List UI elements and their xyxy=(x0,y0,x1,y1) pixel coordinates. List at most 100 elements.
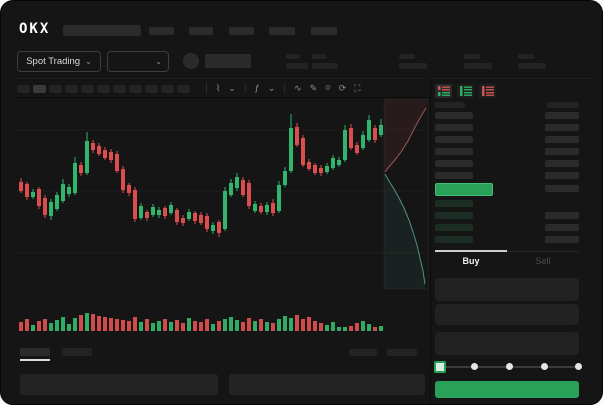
bid-amount-row xyxy=(545,212,579,219)
timeframe-chip-8[interactable] xyxy=(129,85,142,93)
timeframe-chip-4[interactable] xyxy=(65,85,78,93)
buy-tab[interactable]: Buy xyxy=(462,256,480,266)
stat-label-4 xyxy=(464,54,480,59)
stat-label-2 xyxy=(312,54,326,59)
timeframe-chip-7[interactable] xyxy=(113,85,126,93)
active-tab-underline xyxy=(20,359,50,361)
market-type-selector[interactable]: Spot Trading ⌄ xyxy=(17,51,101,72)
slider-handle-0pct[interactable] xyxy=(434,361,446,373)
candle-style-icon[interactable]: ⌇ xyxy=(215,83,221,93)
chevron-down-icon: ⌄ xyxy=(155,56,162,66)
ask-price-row[interactable] xyxy=(435,148,473,155)
panel-divider xyxy=(430,78,431,404)
bottom-action-1[interactable] xyxy=(349,349,377,356)
ask-price-row[interactable] xyxy=(435,160,473,167)
ask-amount-row xyxy=(545,136,579,143)
bid-price-row[interactable] xyxy=(435,236,473,243)
chart-tools: | ⌇ ⌄ | ƒ ⌄ | ∿ ✎ ⌾ ⟳ ⛶ xyxy=(205,83,360,94)
bid-price-row[interactable] xyxy=(435,200,473,207)
ask-price-row[interactable] xyxy=(435,124,473,131)
asks-only-icon xyxy=(481,86,494,96)
ask-price-row[interactable] xyxy=(435,136,473,143)
bids-only-icon xyxy=(459,86,472,96)
timeframe-chip-9[interactable] xyxy=(145,85,158,93)
amount-input[interactable] xyxy=(435,304,579,325)
stat-value-1 xyxy=(286,63,308,69)
chevron-down-icon: ⌄ xyxy=(85,56,92,66)
sell-tab[interactable]: Sell xyxy=(535,256,551,266)
buy-submit-button[interactable] xyxy=(435,381,579,398)
draw-tool-icon[interactable]: ✎ xyxy=(309,83,318,93)
history-icon[interactable]: ⟳ xyxy=(338,83,347,93)
timeframe-chip-10[interactable] xyxy=(161,85,174,93)
okx-logo: OKX xyxy=(19,21,51,37)
last-price-block[interactable] xyxy=(435,183,493,196)
last-price-placeholder xyxy=(205,54,251,68)
slider-stop-100pct[interactable] xyxy=(575,363,582,370)
stat-label-1 xyxy=(286,54,300,59)
timeframe-chip-1[interactable] xyxy=(17,85,30,93)
stat-label-5 xyxy=(518,54,534,59)
price-input[interactable] xyxy=(435,278,579,301)
chevron-down-icon[interactable]: ⌄ xyxy=(228,83,236,93)
bottom-action-2[interactable] xyxy=(387,349,417,356)
ask-amount-row xyxy=(545,124,579,131)
ob-header-price xyxy=(435,102,465,108)
timeframe-chip-5[interactable] xyxy=(81,85,94,93)
bid-price-row[interactable] xyxy=(435,212,473,219)
ask-amount-row xyxy=(545,148,579,155)
history-panel-placeholder xyxy=(229,374,425,395)
tabs-divider xyxy=(435,251,579,252)
slider-stop-25pct[interactable] xyxy=(471,363,478,370)
chevron-down-icon[interactable]: ⌄ xyxy=(267,83,276,93)
stat-value-4 xyxy=(464,63,492,69)
stat-value-5 xyxy=(518,63,546,69)
nav-item-4[interactable] xyxy=(269,27,295,35)
toolbar-divider xyxy=(13,97,430,98)
nav-item-2[interactable] xyxy=(189,27,213,35)
nav-item-1[interactable] xyxy=(149,27,174,35)
timeframe-chip-6[interactable] xyxy=(97,85,110,93)
slider-stop-50pct[interactable] xyxy=(506,363,513,370)
ask-price-row[interactable] xyxy=(435,112,473,119)
ask-amount-row xyxy=(545,160,579,167)
bottom-tab-1-active[interactable] xyxy=(20,348,50,356)
camera-icon[interactable]: ⌾ xyxy=(325,83,331,93)
nav-item-3[interactable] xyxy=(229,27,254,35)
toolbar-separator: | xyxy=(205,82,208,94)
bid-amount-row xyxy=(545,224,579,231)
ob-header-amount xyxy=(547,102,579,108)
bottom-tab-2[interactable] xyxy=(62,348,92,356)
timeframe-chip-11[interactable] xyxy=(177,85,190,93)
combined-book-icon xyxy=(437,86,450,96)
ask-amount-row xyxy=(545,172,579,179)
order-book-view-asks-only[interactable] xyxy=(479,84,496,98)
ask-amount-row xyxy=(545,112,579,119)
ask-price-row[interactable] xyxy=(435,172,473,179)
header-divider xyxy=(13,78,592,79)
fullscreen-icon[interactable]: ⛶ xyxy=(354,83,361,93)
curve-tool-icon[interactable]: ∿ xyxy=(294,83,302,93)
order-book-view-bids-only[interactable] xyxy=(457,84,474,98)
timeframe-chip-3[interactable] xyxy=(49,85,62,93)
last-price-amount xyxy=(545,185,579,192)
stat-label-3 xyxy=(399,54,415,59)
total-input[interactable] xyxy=(435,332,579,355)
search-input[interactable] xyxy=(63,25,141,36)
bid-amount-row xyxy=(545,236,579,243)
toolbar-separator: | xyxy=(283,82,287,94)
coin-icon xyxy=(183,53,199,69)
bid-price-row[interactable] xyxy=(435,224,473,231)
slider-stop-75pct[interactable] xyxy=(541,363,548,370)
stat-value-3 xyxy=(399,63,427,69)
pair-selector[interactable]: ⌄ xyxy=(107,51,169,72)
indicators-icon[interactable]: ƒ xyxy=(254,83,260,93)
order-book-view-combined[interactable] xyxy=(435,84,452,98)
orders-panel-placeholder xyxy=(20,374,218,395)
toolbar-separator: | xyxy=(243,82,247,94)
nav-item-5[interactable] xyxy=(311,27,337,35)
timeframe-chip-2-active[interactable] xyxy=(33,85,46,93)
